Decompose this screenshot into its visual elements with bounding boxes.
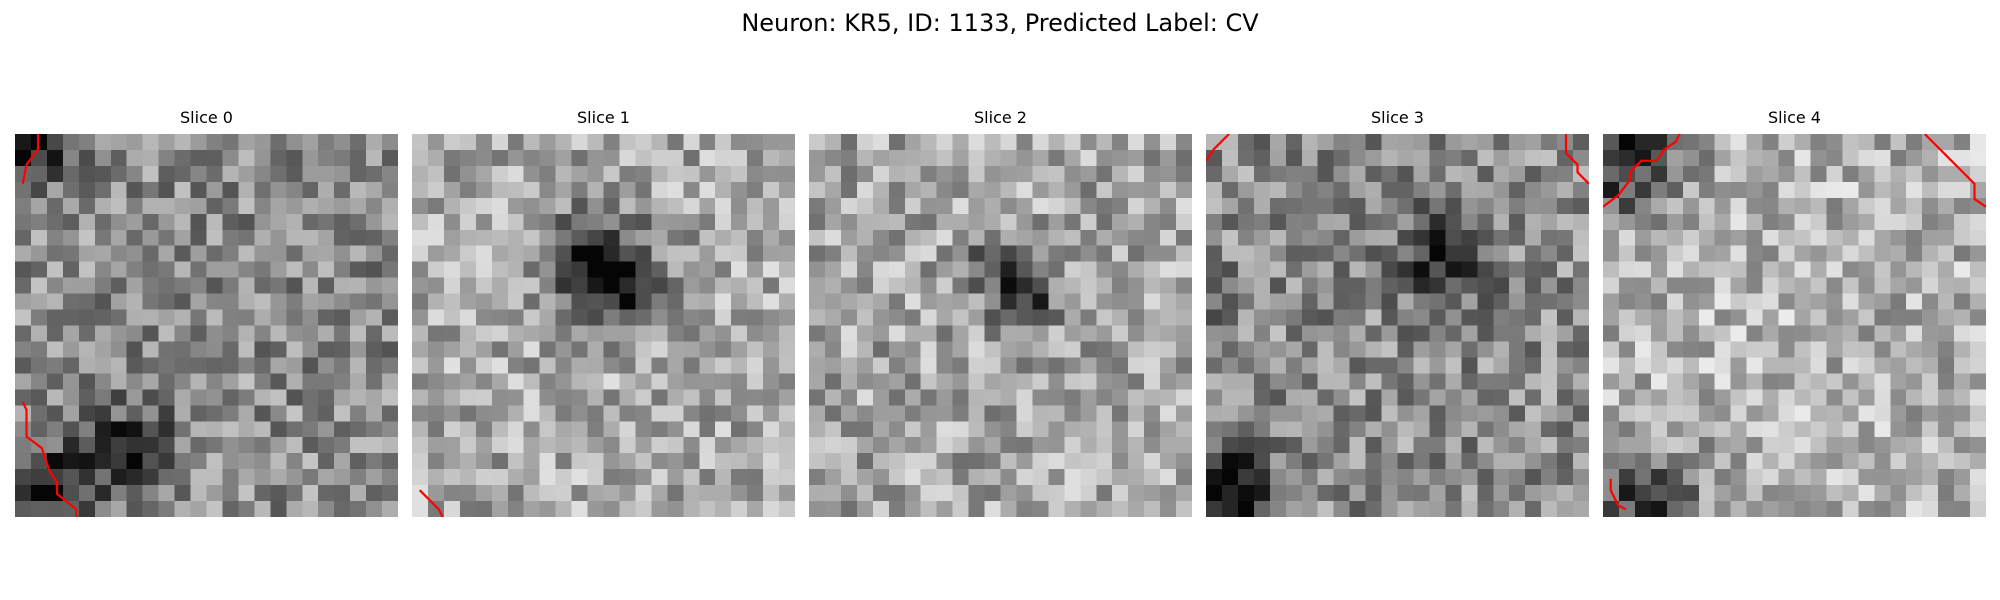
roi-contour-line [1609, 478, 1627, 511]
contour-overlay [1603, 134, 1986, 511]
roi-contour-line [1206, 134, 1230, 162]
slice-title: Slice 1 [577, 108, 630, 127]
roi-contour-line [21, 134, 40, 185]
slice-panel-3: Slice 3 [1206, 108, 1589, 517]
slice-title: Slice 0 [180, 108, 233, 127]
roi-contour-line [1564, 134, 1589, 185]
slice-image [1603, 134, 1986, 517]
figure-title: Neuron: KR5, ID: 1133, Predicted Label: … [741, 9, 1259, 37]
contour-overlay [21, 134, 78, 517]
slice-image-frame [1206, 134, 1589, 517]
slice-panel-4: Slice 4 [1603, 108, 1986, 517]
slice-panel-0: Slice 0 [15, 108, 398, 517]
slice-image-frame [412, 134, 795, 517]
roi-contour-line [21, 401, 78, 517]
slice-image [15, 134, 398, 517]
slice-panel-2: Slice 2 [809, 108, 1192, 517]
roi-contour-line [1923, 134, 1986, 208]
slice-title: Slice 3 [1371, 108, 1424, 127]
slice-image [1206, 134, 1589, 517]
contour-overlay [418, 489, 444, 517]
slice-title: Slice 4 [1768, 108, 1821, 127]
roi-contour-line [418, 489, 444, 517]
slice-image [412, 134, 795, 517]
slice-image-frame [15, 134, 398, 517]
roi-contour-line [1603, 134, 1681, 208]
contour-overlay [809, 134, 1192, 517]
slice-panel-1: Slice 1 [412, 108, 795, 517]
slice-image [809, 134, 1192, 517]
slice-image-frame [809, 134, 1192, 517]
contour-overlay [1206, 134, 1589, 185]
slice-image-frame [1603, 134, 1986, 517]
slice-title: Slice 2 [974, 108, 1027, 127]
